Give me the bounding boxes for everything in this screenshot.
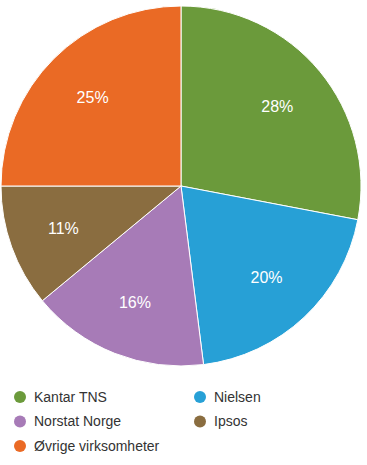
- data-label: 28%: [261, 98, 293, 115]
- legend: Kantar TNS Nielsen Norstat Norge Ipsos Øvrig…: [14, 389, 261, 454]
- slice: [1, 6, 181, 186]
- legend-label: Nielsen: [214, 389, 261, 405]
- legend-label: Norstat Norge: [34, 413, 121, 429]
- legend-swatch: [14, 391, 26, 403]
- legend-item: Kantar TNS: [14, 389, 107, 405]
- legend-swatch: [14, 440, 26, 452]
- legend-item: Ipsos: [194, 413, 247, 429]
- data-label: 16%: [119, 294, 151, 311]
- legend-swatch: [194, 416, 206, 428]
- data-labels: 28% 20% 16% 11% 25%: [48, 89, 293, 311]
- legend-swatch: [194, 391, 206, 403]
- legend-item: Øvrige virksomheter: [14, 438, 160, 454]
- legend-item: Norstat Norge: [14, 413, 121, 429]
- legend-label: Øvrige virksomheter: [34, 438, 160, 454]
- slice: [181, 6, 361, 220]
- legend-item: Nielsen: [194, 389, 261, 405]
- slice: [1, 186, 181, 301]
- legend-swatch: [14, 416, 26, 428]
- pie: [1, 6, 361, 366]
- chart: 28% 20% 16% 11% 25% Kantar TNS Nielsen Norstat …: [0, 0, 367, 465]
- data-label: 25%: [77, 89, 109, 106]
- legend-label: Kantar TNS: [34, 389, 107, 405]
- legend-label: Ipsos: [214, 413, 247, 429]
- data-label: 20%: [251, 269, 283, 286]
- slice: [181, 186, 358, 365]
- data-label: 11%: [48, 220, 79, 237]
